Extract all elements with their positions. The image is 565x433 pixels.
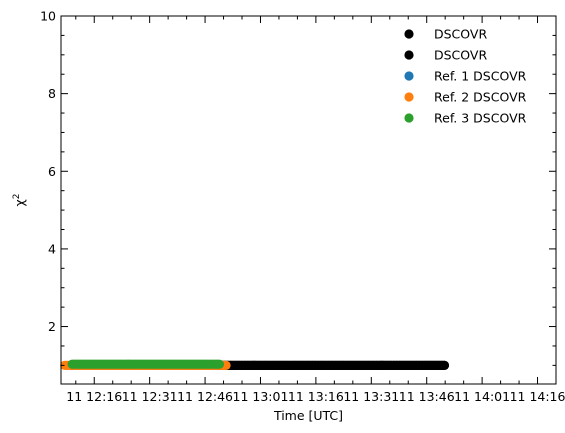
y-tick-label: 6 — [48, 164, 56, 179]
legend-item: DSCOVR — [404, 48, 487, 63]
y-tick-label: 10 — [40, 9, 56, 24]
legend-label: DSCOVR — [434, 27, 487, 42]
data-point — [439, 360, 450, 370]
plot-frame — [60, 15, 557, 385]
x-tick-label: 11 14:01 — [454, 389, 510, 404]
legend-label: Ref. 1 DSCOVR — [434, 69, 527, 84]
series-5 — [67, 359, 225, 369]
y-tick-label: 2 — [48, 319, 56, 334]
legend-item: DSCOVR — [404, 27, 487, 42]
x-tick-label: 11 13:01 — [233, 389, 289, 404]
legend-marker — [404, 29, 414, 39]
y-axis-title-symbol: χ — [12, 199, 27, 206]
x-axis-title: Time [UTC] — [273, 408, 343, 423]
legend-label: DSCOVR — [434, 48, 487, 63]
legend-marker — [404, 92, 414, 102]
x-tick-label: 11 13:46 — [399, 389, 455, 404]
legend-marker — [404, 50, 414, 60]
plot-marks — [60, 359, 450, 370]
x-tick-label: 11 13:16 — [288, 389, 344, 404]
x-tick-label: 11 13:31 — [343, 389, 399, 404]
y-tick-label: 8 — [48, 86, 56, 101]
y-axis-title-superscript: 2 — [12, 194, 22, 200]
legend-item: Ref. 1 DSCOVR — [404, 69, 527, 84]
y-tick-label: 4 — [48, 241, 56, 256]
legend: DSCOVR DSCOVR Ref. 1 DSCOVR Ref. 2 DSCOVR Re… — [404, 27, 527, 126]
x-tick-label: 11 14:16 — [510, 389, 565, 404]
legend-label: Ref. 3 DSCOVR — [434, 111, 527, 126]
legend-item: Ref. 2 DSCOVR — [404, 90, 527, 105]
y-axis-title: χ2 — [12, 194, 27, 207]
legend-marker — [404, 113, 414, 123]
x-tick-label: 11 12:16 — [66, 389, 122, 404]
legend-item: Ref. 3 DSCOVR — [404, 111, 527, 126]
legend-label: Ref. 2 DSCOVR — [434, 90, 527, 105]
x-tick-label: 11 12:46 — [177, 389, 233, 404]
data-point — [214, 359, 225, 369]
legend-marker — [404, 71, 414, 81]
x-tick-label: 11 12:31 — [122, 389, 178, 404]
